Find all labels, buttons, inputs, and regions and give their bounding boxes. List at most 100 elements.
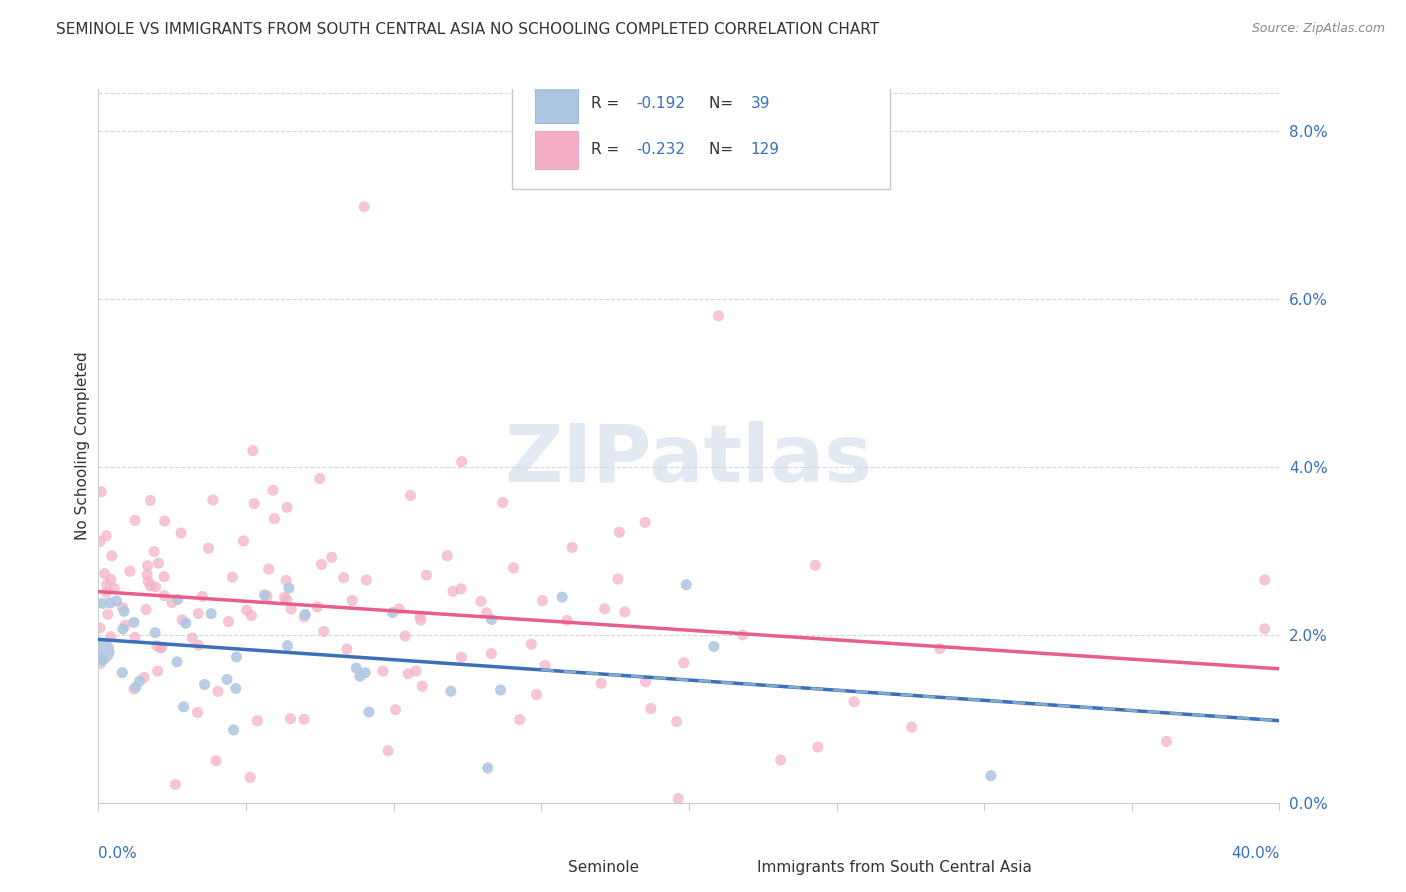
Point (146, 639, 169, 653)
Point (172, 613, 194, 627)
Text: R =: R = (591, 143, 624, 157)
Point (205, 754, 228, 768)
Point (262, 483, 284, 498)
Point (308, 471, 330, 485)
Point (354, 665, 377, 680)
Point (405, 664, 427, 678)
Point (221, 570, 243, 584)
Point (136, 574, 159, 589)
Point (148, 556, 170, 570)
Point (489, 683, 512, 698)
Point (450, 650, 472, 665)
Point (396, 666, 419, 681)
Point (143, 625, 166, 640)
Point (174, 616, 197, 631)
Point (136, 558, 159, 573)
Point (103, 582, 125, 596)
Point (450, 582, 472, 596)
Y-axis label: No Schooling Completed: No Schooling Completed (75, 351, 90, 541)
Point (135, 602, 157, 616)
Point (191, 590, 214, 604)
Point (111, 600, 134, 615)
Point (336, 642, 359, 657)
Point (561, 541, 583, 555)
Point (93, 566, 115, 581)
Point (492, 495, 515, 509)
Point (1254, 622, 1277, 636)
Point (187, 639, 209, 653)
Point (613, 605, 636, 619)
Point (139, 493, 162, 508)
Text: N=: N= (709, 96, 738, 111)
Text: 129: 129 (751, 143, 779, 157)
Point (165, 777, 187, 791)
Point (111, 622, 134, 636)
Point (307, 599, 329, 614)
Point (215, 673, 238, 687)
Point (145, 580, 167, 594)
Point (187, 607, 209, 621)
Point (243, 497, 266, 511)
Text: N=: N= (709, 143, 738, 157)
Point (356, 573, 378, 587)
Point (769, 753, 792, 767)
Point (294, 607, 316, 622)
Point (225, 681, 247, 696)
Point (450, 455, 472, 469)
Text: Seminole: Seminole (568, 860, 640, 874)
Point (666, 791, 689, 805)
Point (276, 500, 298, 515)
Point (399, 488, 422, 502)
Text: -0.232: -0.232 (636, 143, 685, 157)
Point (409, 609, 432, 624)
Point (149, 640, 172, 655)
Point (551, 590, 574, 604)
Point (100, 549, 122, 563)
Point (125, 680, 148, 694)
FancyBboxPatch shape (536, 130, 578, 169)
Point (222, 723, 245, 737)
Point (225, 650, 247, 665)
Point (332, 571, 354, 585)
Point (246, 714, 269, 728)
Point (90, 644, 112, 658)
Text: ZIPatlas: ZIPatlas (505, 421, 873, 500)
Point (353, 200, 375, 214)
Point (146, 664, 169, 678)
Point (277, 581, 299, 595)
Point (153, 589, 176, 603)
Point (280, 712, 302, 726)
Point (218, 615, 240, 629)
Point (607, 572, 630, 586)
Point (274, 574, 297, 588)
Point (240, 608, 263, 623)
Point (239, 770, 262, 784)
Point (124, 631, 146, 645)
Point (280, 602, 302, 616)
Point (139, 579, 162, 593)
Point (804, 558, 827, 573)
Point (242, 443, 264, 458)
Text: 40.0%: 40.0% (1232, 846, 1279, 861)
Point (257, 562, 280, 576)
Point (342, 593, 364, 607)
Point (703, 640, 725, 654)
Point (607, 525, 630, 540)
Point (96, 577, 118, 591)
Text: R =: R = (591, 96, 624, 111)
Point (263, 512, 285, 526)
Point (731, 628, 754, 642)
Point (97, 607, 120, 622)
Point (153, 570, 176, 584)
Point (357, 705, 380, 719)
Point (201, 492, 224, 507)
Point (481, 612, 503, 626)
Point (173, 699, 195, 714)
Point (477, 761, 499, 775)
Point (634, 516, 657, 530)
Point (411, 679, 433, 693)
Point (277, 639, 299, 653)
Point (91, 653, 114, 667)
Point (100, 572, 122, 586)
Point (415, 568, 437, 582)
